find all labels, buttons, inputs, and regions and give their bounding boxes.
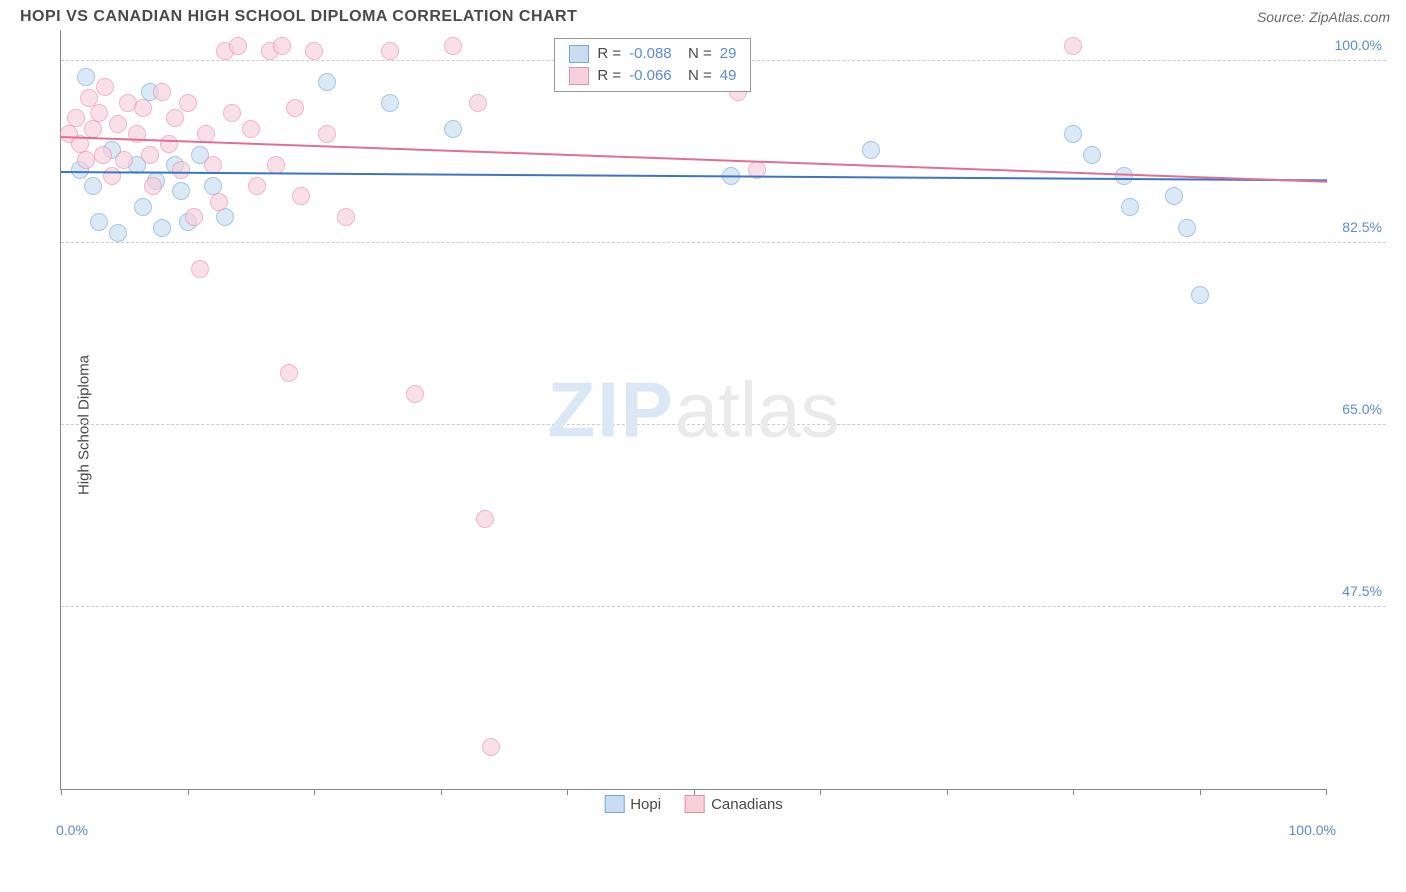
data-point <box>153 219 171 237</box>
data-point <box>96 78 114 96</box>
y-tick-label: 82.5% <box>1342 219 1382 235</box>
data-point <box>84 177 102 195</box>
y-tick-label: 47.5% <box>1342 583 1382 599</box>
x-tick <box>1326 789 1327 795</box>
legend-n-label: N = <box>680 67 712 84</box>
gridline <box>61 606 1386 607</box>
data-point <box>248 177 266 195</box>
chart-source: Source: ZipAtlas.com <box>1257 9 1390 25</box>
data-point <box>229 37 247 55</box>
data-point <box>286 99 304 117</box>
data-point <box>242 120 260 138</box>
data-point <box>381 94 399 112</box>
legend-swatch <box>569 67 589 85</box>
data-point <box>469 94 487 112</box>
data-point <box>90 104 108 122</box>
data-point <box>84 120 102 138</box>
data-point <box>273 37 291 55</box>
data-point <box>216 208 234 226</box>
stats-legend: R = -0.088 N = 29R = -0.066 N = 49 <box>554 38 751 92</box>
data-point <box>109 115 127 133</box>
data-point <box>1191 286 1209 304</box>
data-point <box>862 141 880 159</box>
watermark-part2: atlas <box>675 365 840 453</box>
data-point <box>172 182 190 200</box>
data-point <box>160 135 178 153</box>
data-point <box>444 37 462 55</box>
data-point <box>1165 187 1183 205</box>
data-point <box>292 187 310 205</box>
data-point <box>77 151 95 169</box>
data-point <box>134 198 152 216</box>
legend-n-value: 49 <box>720 67 737 84</box>
legend-n-value: 29 <box>720 45 737 62</box>
data-point <box>153 83 171 101</box>
legend-stat-row: R = -0.066 N = 49 <box>569 67 736 85</box>
data-point <box>90 213 108 231</box>
data-point <box>337 208 355 226</box>
data-point <box>115 151 133 169</box>
legend-stat-row: R = -0.088 N = 29 <box>569 45 736 63</box>
data-point <box>172 161 190 179</box>
data-point <box>166 109 184 127</box>
data-point <box>482 738 500 756</box>
data-point <box>305 42 323 60</box>
chart-header: HOPI VS CANADIAN HIGH SCHOOL DIPLOMA COR… <box>0 0 1406 30</box>
data-point <box>103 167 121 185</box>
data-point <box>67 109 85 127</box>
data-point <box>134 99 152 117</box>
data-point <box>280 364 298 382</box>
watermark-part1: ZIP <box>547 365 674 453</box>
legend-r-label: R = <box>597 45 621 62</box>
data-point <box>406 385 424 403</box>
legend-r-value: -0.066 <box>629 67 672 84</box>
gridline <box>61 242 1386 243</box>
data-point <box>144 177 162 195</box>
chart-area: High School Diploma ZIPatlas R = -0.088 … <box>48 30 1386 820</box>
data-point <box>94 146 112 164</box>
chart-title: HOPI VS CANADIAN HIGH SCHOOL DIPLOMA COR… <box>20 8 577 26</box>
data-point <box>1121 198 1139 216</box>
data-point <box>77 68 95 86</box>
data-point <box>1064 37 1082 55</box>
data-point <box>1178 219 1196 237</box>
watermark: ZIPatlas <box>547 364 839 455</box>
data-point <box>444 120 462 138</box>
data-point <box>381 42 399 60</box>
legend-r-value: -0.088 <box>629 45 672 62</box>
data-point <box>318 73 336 91</box>
data-point <box>191 260 209 278</box>
legend-r-label: R = <box>597 67 621 84</box>
data-point <box>1083 146 1101 164</box>
legend-swatch <box>569 45 589 63</box>
data-point <box>109 224 127 242</box>
data-point <box>1064 125 1082 143</box>
legend-n-label: N = <box>680 45 712 62</box>
x-axis-min-label: 0.0% <box>56 822 88 838</box>
data-point <box>318 125 336 143</box>
data-point <box>179 94 197 112</box>
y-tick-label: 65.0% <box>1342 401 1382 417</box>
y-tick-label: 100.0% <box>1335 37 1382 53</box>
x-axis-max-label: 100.0% <box>1289 822 1336 838</box>
data-point <box>210 193 228 211</box>
x-axis-labels: 0.0% 100.0% <box>60 794 1326 820</box>
data-point <box>141 146 159 164</box>
data-point <box>223 104 241 122</box>
plot-region: ZIPatlas R = -0.088 N = 29R = -0.066 N =… <box>60 30 1326 790</box>
data-point <box>476 510 494 528</box>
gridline <box>61 424 1386 425</box>
data-point <box>185 208 203 226</box>
